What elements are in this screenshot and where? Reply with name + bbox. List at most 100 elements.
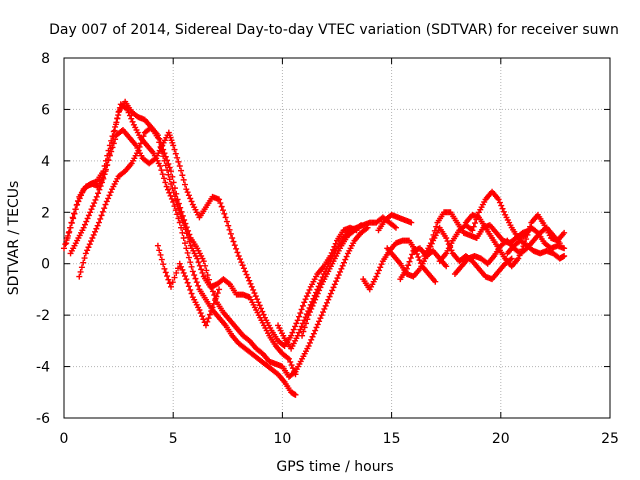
data-point bbox=[171, 203, 178, 210]
data-point bbox=[310, 299, 317, 306]
data-point bbox=[310, 330, 317, 337]
data-point bbox=[111, 127, 118, 134]
data-point bbox=[164, 186, 171, 193]
data-point bbox=[192, 275, 199, 282]
data-point bbox=[250, 286, 257, 293]
data-point bbox=[240, 265, 247, 272]
data-point bbox=[102, 166, 109, 173]
data-point bbox=[164, 167, 171, 174]
data-point bbox=[158, 148, 165, 155]
y-tick-label: 8 bbox=[41, 51, 50, 67]
data-point bbox=[168, 283, 175, 290]
data-point bbox=[187, 259, 194, 266]
data-point bbox=[304, 316, 311, 323]
data-point bbox=[294, 317, 301, 324]
y-tick-label: -6 bbox=[36, 411, 50, 427]
data-point bbox=[168, 181, 175, 187]
data-point bbox=[179, 218, 186, 225]
data-point bbox=[84, 247, 91, 254]
data-point bbox=[327, 290, 334, 297]
data-point bbox=[191, 272, 198, 279]
data-point bbox=[157, 251, 164, 258]
data-point bbox=[308, 336, 315, 343]
data-point bbox=[78, 264, 85, 271]
data-point bbox=[73, 202, 80, 209]
data-point bbox=[297, 326, 304, 333]
data-point bbox=[63, 240, 70, 247]
data-point bbox=[291, 368, 298, 375]
data-point bbox=[303, 293, 310, 300]
data-point bbox=[199, 313, 206, 320]
data-point bbox=[219, 207, 226, 214]
data-point bbox=[154, 242, 161, 249]
data-point bbox=[158, 256, 165, 263]
data-point bbox=[101, 171, 108, 178]
data-point bbox=[105, 157, 112, 164]
data-point bbox=[105, 195, 112, 202]
data-point bbox=[524, 231, 531, 238]
data-point bbox=[405, 262, 412, 269]
data-point bbox=[203, 267, 210, 274]
data-point bbox=[432, 278, 439, 285]
data-point bbox=[128, 115, 135, 122]
data-point bbox=[433, 223, 440, 230]
y-tick-label: 4 bbox=[41, 154, 50, 170]
data-point bbox=[178, 167, 185, 174]
data-point bbox=[154, 134, 161, 141]
data-point bbox=[200, 258, 207, 265]
data-point bbox=[184, 279, 191, 286]
data-point bbox=[204, 272, 211, 279]
data-point bbox=[343, 253, 350, 260]
data-point bbox=[378, 261, 385, 268]
data-point bbox=[508, 255, 515, 262]
data-point bbox=[225, 222, 232, 229]
x-tick-label: 5 bbox=[169, 431, 178, 447]
data-point bbox=[322, 302, 329, 309]
data-point bbox=[157, 143, 164, 150]
data-point bbox=[68, 219, 75, 226]
data-point bbox=[112, 121, 119, 128]
data-point bbox=[409, 251, 416, 258]
data-point bbox=[174, 154, 181, 161]
data-point bbox=[77, 268, 84, 275]
data-point bbox=[306, 286, 313, 293]
data-point bbox=[305, 312, 312, 319]
data-point bbox=[472, 220, 479, 227]
data-point bbox=[81, 221, 88, 228]
data-point bbox=[170, 189, 177, 196]
series-track-d bbox=[76, 124, 299, 378]
data-point bbox=[83, 218, 90, 225]
data-point bbox=[256, 302, 263, 309]
data-point bbox=[358, 222, 365, 229]
data-point bbox=[309, 333, 316, 340]
data-point bbox=[496, 199, 503, 206]
data-point bbox=[136, 143, 143, 150]
data-point bbox=[323, 299, 330, 306]
data-point bbox=[373, 273, 380, 280]
data-point bbox=[309, 302, 316, 309]
data-point bbox=[331, 281, 338, 288]
data-point bbox=[80, 259, 87, 266]
data-point bbox=[166, 280, 173, 287]
data-point bbox=[290, 326, 297, 333]
data-point bbox=[289, 365, 296, 372]
series-track-e bbox=[154, 242, 223, 329]
data-point bbox=[171, 193, 178, 200]
data-point bbox=[95, 190, 102, 197]
data-point bbox=[214, 290, 221, 297]
data-point bbox=[159, 171, 166, 178]
data-point bbox=[312, 296, 319, 303]
data-point bbox=[212, 297, 219, 304]
data-point bbox=[235, 253, 242, 259]
data-point bbox=[314, 290, 321, 297]
data-point bbox=[102, 201, 109, 208]
data-point bbox=[174, 211, 181, 218]
data-point bbox=[93, 193, 100, 200]
data-point bbox=[259, 308, 266, 315]
data-point bbox=[403, 265, 410, 272]
data-point bbox=[185, 254, 192, 261]
data-point bbox=[188, 290, 195, 297]
data-point bbox=[181, 222, 188, 229]
data-point bbox=[429, 236, 436, 243]
data-point bbox=[62, 241, 69, 248]
